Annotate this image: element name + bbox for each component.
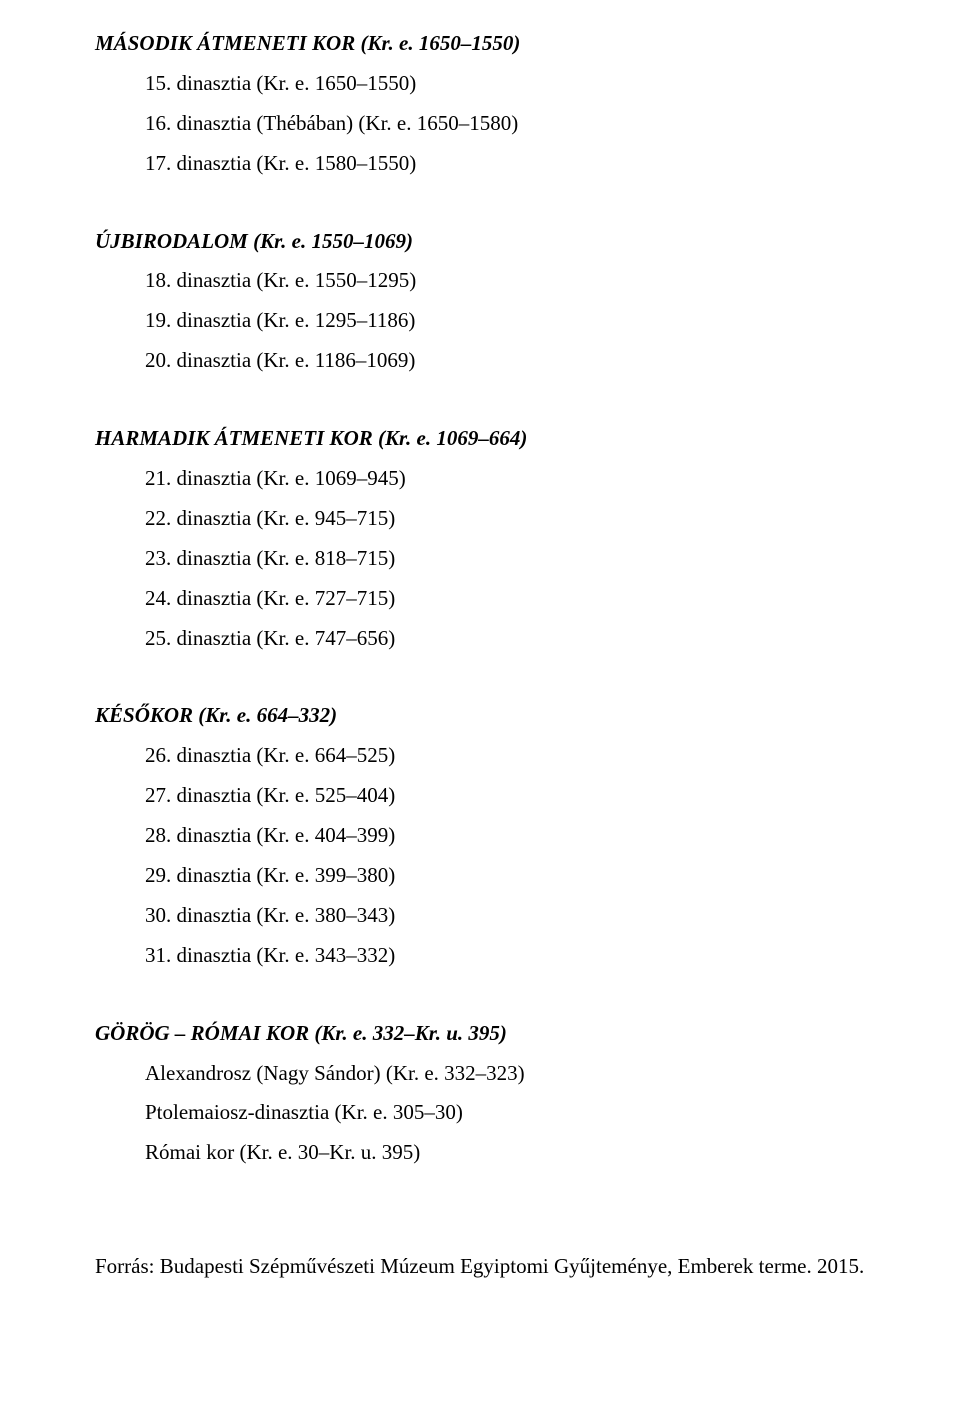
list-item: 28. dinasztia (Kr. e. 404–399)	[95, 816, 865, 856]
section-spacer	[95, 184, 865, 222]
list-item: Alexandrosz (Nagy Sándor) (Kr. e. 332–32…	[95, 1054, 865, 1094]
list-item: 23. dinasztia (Kr. e. 818–715)	[95, 539, 865, 579]
section-title: GÖRÖG – RÓMAI KOR (Kr. e. 332–Kr. u. 395…	[95, 1014, 865, 1054]
section-spacer	[95, 976, 865, 1014]
footer-source: Forrás: Budapesti Szépművészeti Múzeum E…	[95, 1247, 865, 1287]
list-item: 27. dinasztia (Kr. e. 525–404)	[95, 776, 865, 816]
section-spacer	[95, 658, 865, 696]
list-item: 17. dinasztia (Kr. e. 1580–1550)	[95, 144, 865, 184]
list-item: 20. dinasztia (Kr. e. 1186–1069)	[95, 341, 865, 381]
list-item: 31. dinasztia (Kr. e. 343–332)	[95, 936, 865, 976]
list-item: Ptolemaiosz-dinasztia (Kr. e. 305–30)	[95, 1093, 865, 1133]
list-item: 29. dinasztia (Kr. e. 399–380)	[95, 856, 865, 896]
list-item: 16. dinasztia (Thébában) (Kr. e. 1650–15…	[95, 104, 865, 144]
list-item: Római kor (Kr. e. 30–Kr. u. 395)	[95, 1133, 865, 1173]
list-item: 24. dinasztia (Kr. e. 727–715)	[95, 579, 865, 619]
list-item: 30. dinasztia (Kr. e. 380–343)	[95, 896, 865, 936]
section-title: MÁSODIK ÁTMENETI KOR (Kr. e. 1650–1550)	[95, 24, 865, 64]
list-item: 26. dinasztia (Kr. e. 664–525)	[95, 736, 865, 776]
section-title: ÚJBIRODALOM (Kr. e. 1550–1069)	[95, 222, 865, 262]
list-item: 18. dinasztia (Kr. e. 1550–1295)	[95, 261, 865, 301]
section-title: KÉSŐKOR (Kr. e. 664–332)	[95, 696, 865, 736]
list-item: 25. dinasztia (Kr. e. 747–656)	[95, 619, 865, 659]
list-item: 21. dinasztia (Kr. e. 1069–945)	[95, 459, 865, 499]
section-title: HARMADIK ÁTMENETI KOR (Kr. e. 1069–664)	[95, 419, 865, 459]
list-item: 15. dinasztia (Kr. e. 1650–1550)	[95, 64, 865, 104]
list-item: 22. dinasztia (Kr. e. 945–715)	[95, 499, 865, 539]
list-item: 19. dinasztia (Kr. e. 1295–1186)	[95, 301, 865, 341]
section-spacer	[95, 381, 865, 419]
